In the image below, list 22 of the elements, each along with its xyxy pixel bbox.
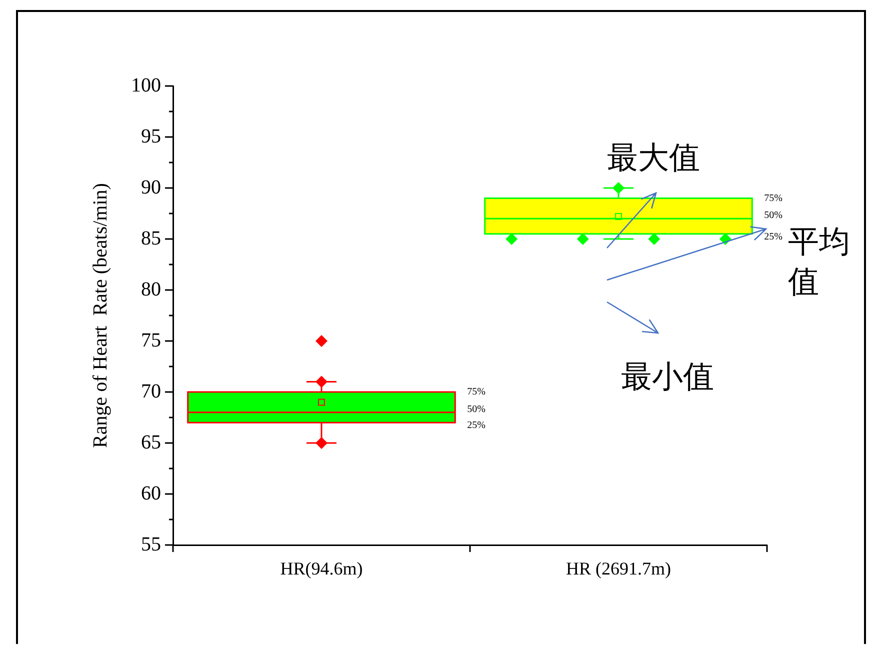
y-tick-label: 55 — [141, 533, 161, 556]
annotation: 最小值 — [621, 358, 715, 397]
x-tick-label: HR(94.6m) — [280, 558, 363, 579]
annotation: 25% — [467, 420, 486, 432]
y-tick-label: 95 — [141, 125, 161, 148]
y-tick-label: 100 — [131, 74, 161, 96]
x-tick-label: HR (2691.7m) — [566, 558, 671, 579]
y-tick-label: 65 — [141, 431, 161, 454]
y-tick-label: 60 — [141, 482, 161, 504]
y-tick-label: 85 — [141, 227, 161, 250]
annotation: 25% — [764, 232, 782, 243]
annotation: 最大值 — [607, 139, 701, 178]
y-tick-label: 80 — [141, 278, 161, 300]
y-tick-label: 90 — [141, 176, 161, 198]
y-tick-label: 75 — [141, 329, 161, 352]
y-tick-label: 70 — [141, 380, 161, 402]
annotation: 50% — [764, 210, 782, 222]
annotation: 75% — [764, 192, 782, 204]
annotation: 75% — [467, 386, 486, 398]
text: 平均值 — [788, 223, 851, 302]
annotation: 50% — [467, 404, 486, 416]
y-axis-title: Range of Heart Rate (beats/min) — [89, 183, 112, 448]
